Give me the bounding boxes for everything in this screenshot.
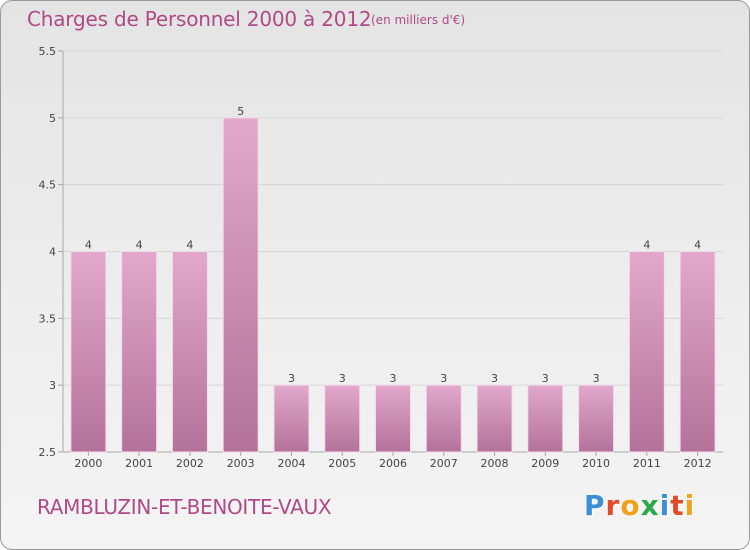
bar: [375, 384, 411, 453]
data-label: 4: [694, 239, 701, 252]
bar: [222, 117, 259, 453]
x-tick-label: 2002: [176, 457, 204, 470]
y-tick-label: 2.5: [39, 446, 57, 459]
logo-letter: r: [605, 489, 621, 522]
logo-letter: P: [584, 489, 606, 522]
data-label: 3: [339, 372, 346, 385]
x-tick-label: 2009: [531, 457, 559, 470]
bar: [171, 251, 208, 453]
data-label: 4: [85, 239, 92, 252]
data-label: 3: [440, 372, 447, 385]
logo-letter: o: [620, 489, 641, 522]
data-label: 3: [542, 372, 549, 385]
x-tick-label: 2001: [125, 457, 153, 470]
x-tick-label: 2000: [74, 457, 102, 470]
data-label: 3: [288, 372, 295, 385]
bar: [476, 384, 513, 453]
bar: [679, 251, 716, 453]
y-tick-label: 5: [49, 112, 56, 125]
data-label: 3: [491, 372, 498, 385]
bar: [324, 384, 361, 453]
x-tick-label: 2011: [633, 457, 661, 470]
x-tick-label: 2003: [227, 457, 255, 470]
chart-subtitle: (en milliers d'€): [371, 13, 466, 27]
y-tick-label: 3.5: [39, 312, 57, 325]
logo-letter: i: [659, 489, 671, 522]
x-tick-label: 2005: [328, 457, 356, 470]
y-tick-label: 5.5: [39, 45, 57, 58]
logo-letter: t: [670, 489, 685, 522]
data-label: 4: [186, 239, 193, 252]
logo-letter: i: [684, 489, 696, 522]
data-label: 4: [136, 239, 143, 252]
y-tick-label: 3: [49, 379, 56, 392]
x-tick-label: 2012: [684, 457, 712, 470]
x-tick-label: 2008: [481, 457, 509, 470]
bar: [578, 384, 615, 453]
y-tick-label: 4: [49, 246, 56, 259]
bar: [425, 384, 462, 453]
data-label: 5: [237, 105, 244, 118]
bar: [527, 384, 564, 453]
bar: [121, 251, 158, 453]
chart-title: Charges de Personnel 2000 à 2012: [27, 7, 372, 31]
data-label: 3: [390, 372, 397, 385]
logo-letter: x: [640, 489, 660, 522]
x-tick-label: 2007: [430, 457, 458, 470]
data-label: 3: [593, 372, 600, 385]
x-tick-label: 2010: [582, 457, 610, 470]
proxiti-logo: Proxiti: [584, 489, 695, 522]
x-tick-label: 2006: [379, 457, 407, 470]
data-label: 4: [643, 239, 650, 252]
bar: [70, 251, 107, 453]
bar: [273, 384, 310, 453]
commune-name: RAMBLUZIN-ET-BENOITE-VAUX: [37, 495, 332, 519]
x-tick-label: 2004: [277, 457, 305, 470]
y-tick-label: 4.5: [39, 179, 57, 192]
bar: [628, 251, 665, 453]
